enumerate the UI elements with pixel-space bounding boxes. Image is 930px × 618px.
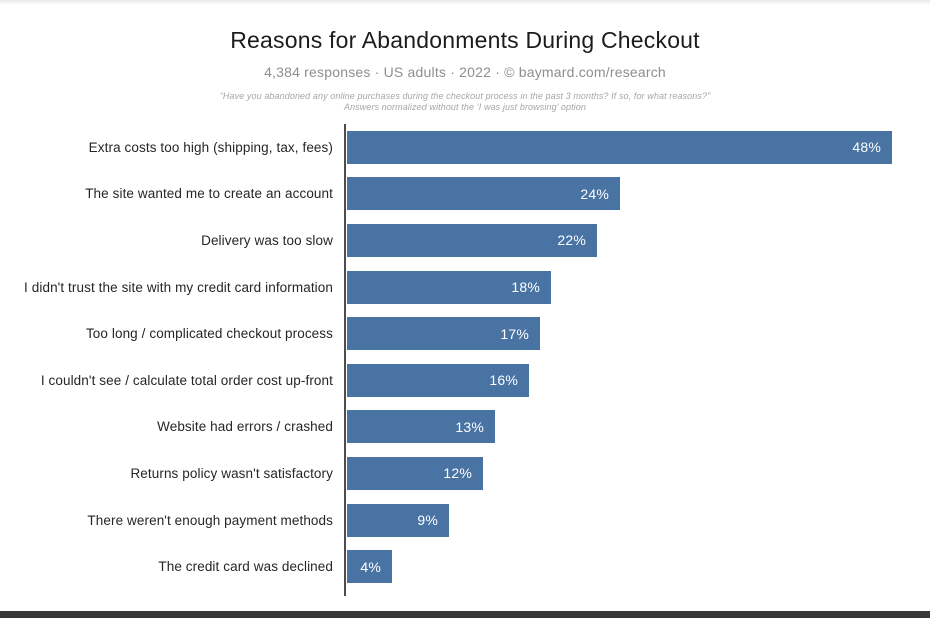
top-border — [0, 0, 930, 5]
bar: 9% — [347, 503, 449, 537]
bar: 17% — [347, 317, 540, 351]
bar: 16% — [347, 363, 529, 397]
percent-label: 17% — [500, 325, 529, 342]
bar-row: There weren't enough payment methods 9% — [0, 497, 930, 544]
bar-rows: Extra costs too high (shipping, tax, fee… — [0, 124, 930, 590]
bar: 22% — [347, 223, 597, 257]
survey-note: Answers normalized without the ‘I was ju… — [343, 102, 586, 112]
survey-question: “Have you abandoned any online purchases… — [219, 91, 711, 101]
category-label: I couldn't see / calculate total order c… — [40, 372, 333, 388]
category-label: Returns policy wasn't satisfactory — [130, 465, 333, 481]
percent-label: 18% — [511, 279, 540, 296]
bar: 48% — [347, 130, 892, 164]
chart-title: Reasons for Abandonments During Checkout — [230, 27, 700, 53]
chart-subtitle: 4,384 responses · US adults · 2022 · © b… — [264, 64, 666, 80]
bar-track: 18% — [347, 270, 930, 304]
bar: 12% — [347, 456, 483, 490]
bar-row: Delivery was too slow 22% — [0, 217, 930, 264]
category-label: Too long / complicated checkout process — [85, 326, 333, 342]
percent-label: 22% — [557, 232, 586, 249]
bar-row: Website had errors / crashed 13% — [0, 404, 930, 451]
bar-row: Returns policy wasn't satisfactory 12% — [0, 450, 930, 497]
category-label: The credit card was declined — [158, 559, 333, 575]
bar-row: Too long / complicated checkout process 1… — [0, 310, 930, 357]
bar-track: 22% — [347, 223, 930, 257]
bar: 18% — [347, 270, 551, 304]
bar-row: The credit card was declined 4% — [0, 543, 930, 590]
bar-track: 16% — [347, 363, 930, 397]
bottom-border — [0, 611, 930, 618]
bar: 24% — [347, 177, 620, 211]
bar-row: I couldn't see / calculate total order c… — [0, 357, 930, 404]
category-label: There weren't enough payment methods — [87, 512, 333, 528]
percent-label: 9% — [417, 512, 438, 529]
category-label: Website had errors / crashed — [157, 419, 333, 435]
bar-row: Extra costs too high (shipping, tax, fee… — [0, 124, 930, 171]
percent-label: 24% — [580, 185, 609, 202]
category-label: I didn't trust the site with my credit c… — [24, 279, 333, 295]
bar-row: The site wanted me to create an account 2… — [0, 171, 930, 218]
bar-track: 24% — [347, 177, 930, 211]
bar: 4% — [347, 550, 392, 584]
percent-label: 16% — [489, 372, 518, 389]
category-label: Extra costs too high (shipping, tax, fee… — [88, 139, 333, 155]
bar-track: 4% — [347, 550, 930, 584]
bar-chart: Extra costs too high (shipping, tax, fee… — [0, 124, 930, 596]
bar-track: 12% — [347, 456, 930, 490]
bar-row: I didn't trust the site with my credit c… — [0, 264, 930, 311]
bar-track: 9% — [347, 503, 930, 537]
percent-label: 12% — [443, 465, 472, 482]
y-axis-line — [344, 124, 346, 596]
bar-track: 17% — [347, 317, 930, 351]
bar: 13% — [347, 410, 495, 444]
bar-track: 48% — [347, 130, 930, 164]
category-label: Delivery was too slow — [201, 232, 333, 248]
percent-label: 4% — [360, 558, 381, 575]
percent-label: 13% — [455, 418, 484, 435]
bar-track: 13% — [347, 410, 930, 444]
percent-label: 48% — [852, 139, 881, 156]
category-label: The site wanted me to create an account — [85, 186, 333, 202]
